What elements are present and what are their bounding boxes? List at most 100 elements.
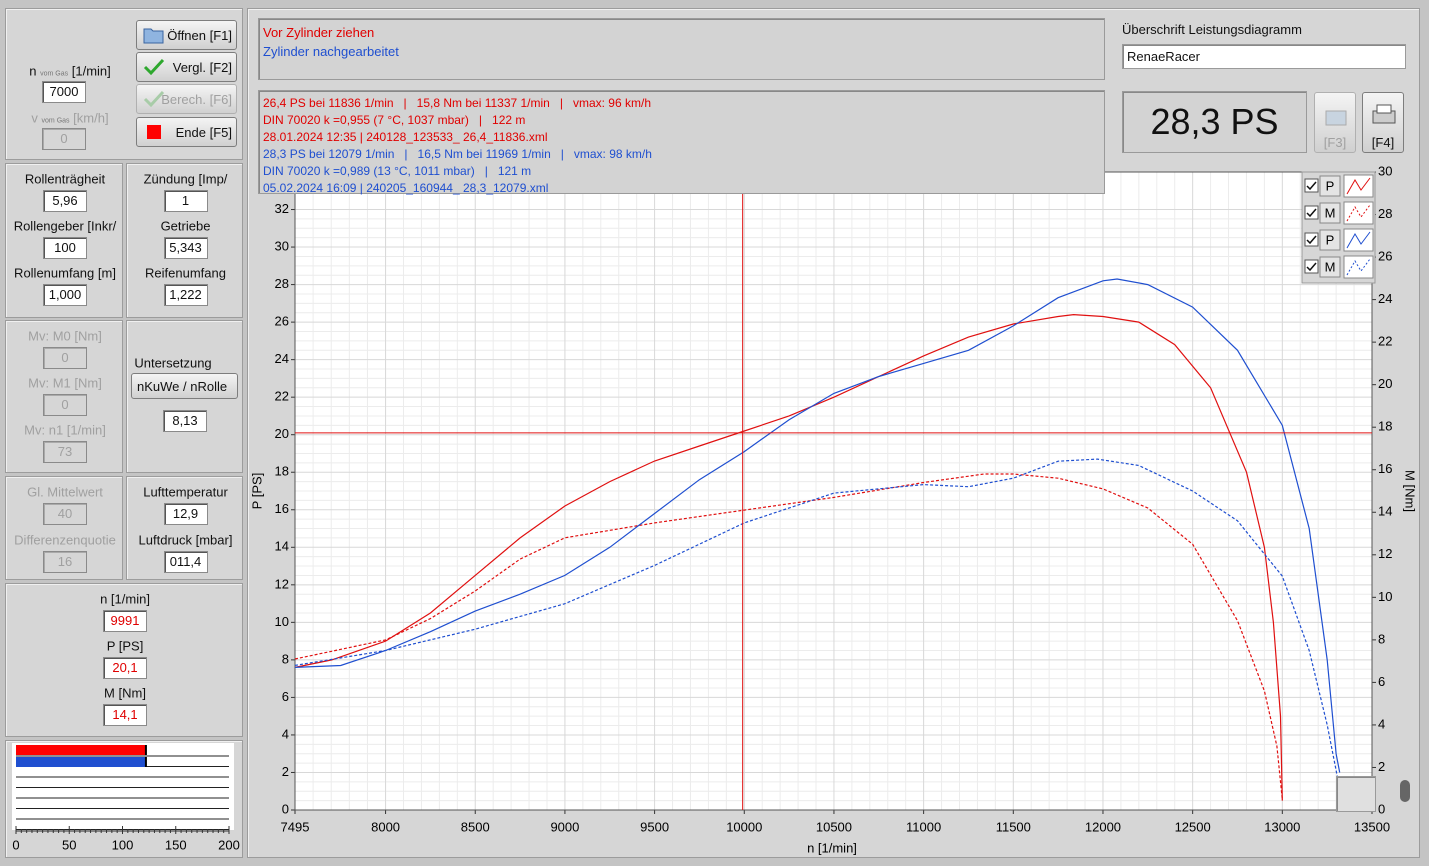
- result-line: DIN 70020 k =0,955 (7 °C, 1037 mbar) | 1…: [263, 113, 526, 127]
- heading-label: Überschrift Leistungsdiagramm: [1122, 22, 1302, 37]
- series-line: [294, 278, 1341, 773]
- legend-checkbox[interactable]: [1304, 178, 1319, 193]
- y2-axis-label: M [Nm]: [1403, 470, 1418, 512]
- legend-checkbox[interactable]: [1304, 232, 1319, 247]
- label-unit: [km/h]: [73, 110, 109, 126]
- field-label: Luftdruck [mbar]: [138, 532, 233, 548]
- f4-button[interactable]: [F4]: [1362, 92, 1404, 153]
- legend-check: [1306, 181, 1317, 191]
- y2-tick-label: 0: [1378, 801, 1385, 816]
- legend-label: M: [1325, 259, 1336, 274]
- scroll-lever[interactable]: [1400, 780, 1410, 802]
- y-tick-label: 0: [282, 801, 289, 816]
- gauge-tick-label: 100: [112, 837, 134, 852]
- button-label: [F3]: [1323, 135, 1347, 150]
- legend-label: P: [1326, 232, 1335, 247]
- heading-input[interactable]: RenaeRacer: [1122, 44, 1406, 69]
- y-tick-label: 4: [282, 726, 289, 741]
- field-value: 14,1: [103, 704, 147, 726]
- y-axis-label: P [PS]: [249, 473, 264, 510]
- print-icon: [1372, 104, 1396, 124]
- legend-checkbox[interactable]: [1304, 259, 1319, 274]
- f3-button: [F3]: [1314, 92, 1356, 153]
- legend-checkbox[interactable]: [1304, 205, 1319, 220]
- y-tick-label: 8: [282, 651, 289, 666]
- reduction-mode[interactable]: nKuWe / nRolle: [131, 373, 238, 399]
- gauge-bar: [16, 745, 146, 755]
- y2-tick-label: 12: [1378, 546, 1392, 561]
- y-tick-label: 24: [275, 351, 289, 366]
- field-label: Rollenträgheit: [24, 171, 106, 187]
- reduction-value[interactable]: 8,13: [163, 410, 207, 432]
- y-tick-label: 30: [275, 238, 289, 253]
- field-value[interactable]: 011,4: [163, 551, 208, 573]
- field-label: Mv: M0 [Nm]: [28, 328, 102, 344]
- field-value: 40: [43, 503, 87, 525]
- v-gas-input: 0: [42, 128, 86, 150]
- field-value[interactable]: 5,343: [163, 237, 208, 259]
- x-tick-label: 9000: [550, 819, 579, 834]
- result-line: 28,3 PS bei 12079 1/min | 16,5 Nm bei 11…: [263, 147, 652, 161]
- y-tick-label: 14: [275, 539, 289, 554]
- legend-label: P: [1326, 178, 1335, 193]
- legend-swatch-box: [1343, 255, 1374, 279]
- gauge-tick-label: 200: [218, 837, 240, 852]
- legend-swatch: [1346, 204, 1371, 222]
- field-value[interactable]: 1,222: [163, 284, 208, 306]
- field-value[interactable]: 12,9: [163, 503, 208, 525]
- comment-line: Vor Zylinder ziehen: [263, 25, 375, 40]
- field-value[interactable]: 1: [163, 190, 208, 212]
- y2-tick-label: 26: [1378, 249, 1392, 264]
- legend-label-box: [1319, 202, 1341, 224]
- folder-icon: [143, 28, 164, 44]
- x-tick-label: 13000: [1264, 819, 1300, 834]
- n-gas-input[interactable]: 7000: [42, 81, 86, 103]
- y2-tick-label: 20: [1378, 376, 1392, 391]
- end-button[interactable]: Ende [F5]: [136, 117, 237, 147]
- button-label: Vergl. [F2]: [172, 59, 232, 75]
- legend-check: [1306, 208, 1317, 218]
- legend-swatch: [1346, 258, 1371, 276]
- x-tick-label: 8000: [371, 819, 400, 834]
- field-value[interactable]: 5,96: [43, 190, 87, 212]
- x-tick-label: 12000: [1085, 819, 1121, 834]
- export-icon: [1325, 110, 1347, 126]
- y2-tick-label: 22: [1378, 334, 1392, 349]
- stop-icon: [147, 125, 161, 139]
- legend-label: M: [1325, 205, 1336, 220]
- compare-button[interactable]: Vergl. [F2]: [136, 52, 237, 82]
- y2-tick-label: 14: [1378, 504, 1392, 519]
- comment-box[interactable]: Vor Zylinder ziehen Zylinder nachgearbei…: [258, 18, 1105, 80]
- label-unit: [1/min]: [71, 63, 111, 79]
- field-label: P [PS]: [106, 638, 144, 654]
- label-sub: vom Gas: [40, 70, 69, 78]
- calc-button: Berech. [F6]: [136, 84, 237, 114]
- result-line: 28.01.2024 12:35 | 240128_123533_ 26,4_1…: [263, 130, 548, 144]
- legend-swatch: [1346, 177, 1371, 195]
- x-axis-label: n [1/min]: [807, 840, 857, 855]
- field-value: 9991: [103, 610, 147, 632]
- y2-tick-label: 18: [1378, 419, 1392, 434]
- y2-tick-label: 28: [1378, 206, 1392, 221]
- field-value: 20,1: [103, 657, 147, 679]
- x-tick-label: 12500: [1175, 819, 1211, 834]
- field-label: M [Nm]: [104, 685, 146, 701]
- field-label: Differenzenquotie: [14, 532, 116, 548]
- x-tick-label: 8500: [461, 819, 490, 834]
- legend-swatch: [1346, 231, 1371, 249]
- field-value[interactable]: 1,000: [43, 284, 87, 306]
- field-value: 0: [43, 347, 87, 369]
- y2-tick-label: 6: [1378, 674, 1385, 689]
- y2-tick-label: 2: [1378, 759, 1385, 774]
- x-tick-label: 11000: [906, 819, 941, 834]
- open-button[interactable]: Öffnen [F1]: [136, 20, 237, 50]
- field-label: Rollengeber [Inkr/: [13, 218, 117, 234]
- field-label: Getriebe: [160, 218, 211, 234]
- label-main: n: [29, 63, 37, 79]
- zoom-tools[interactable]: [1336, 776, 1376, 812]
- label-main: v: [31, 110, 38, 126]
- y2-tick-label: 30: [1378, 163, 1392, 178]
- field-label: Mv: M1 [Nm]: [28, 375, 102, 391]
- field-value[interactable]: 100: [43, 237, 87, 259]
